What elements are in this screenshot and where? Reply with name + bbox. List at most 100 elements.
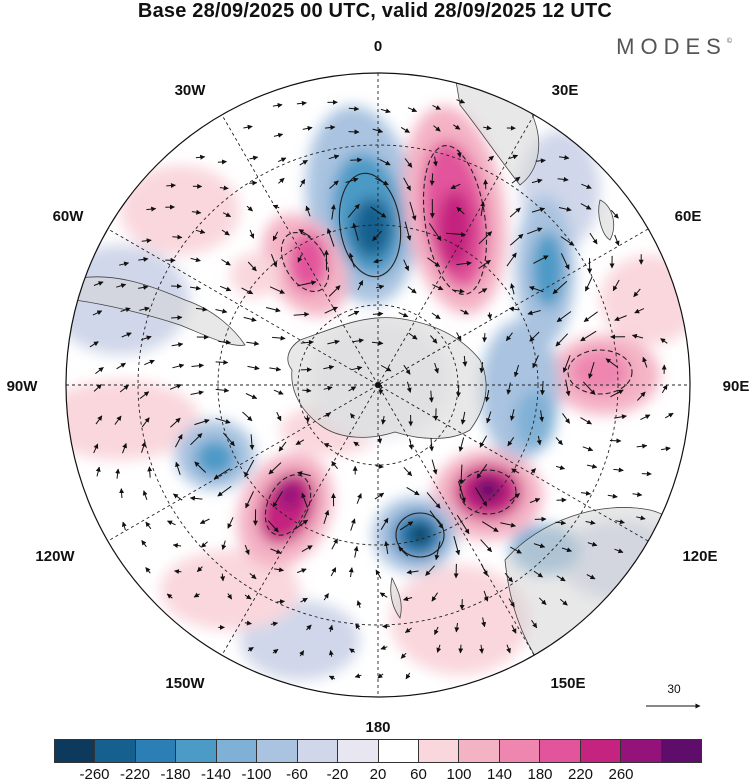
wind-arrow [221,540,227,550]
wind-arrow [249,229,255,239]
wind-arrow [377,673,384,679]
wind-arrow [348,252,355,268]
wind-arrow [370,206,387,218]
wind-arrow [660,338,668,344]
wind-arrow [582,446,594,452]
wind-arrow [353,441,360,447]
lon-label-180: 180 [365,719,390,736]
wind-arrow [331,538,338,550]
wind-arrow [511,176,521,184]
wind-arrow [191,363,204,369]
colorbar-tick-label: -20 [326,766,349,783]
wind-arrow [245,491,254,509]
wind-arrow [378,385,384,395]
wind-arrow [403,466,413,477]
wind-arrow [478,259,491,269]
wind-arrow [403,259,409,272]
wind-arrow [559,598,568,606]
wind-arrow [247,365,260,371]
wind-arrow [562,413,571,424]
wind-arrow [328,675,336,681]
wind-arrow [323,364,335,370]
wind-arrow [429,173,435,186]
wind-arrow [169,384,182,390]
wind-arrow [194,418,210,426]
lon-label-60e: 60E [675,208,702,225]
wind-arrow [565,379,571,397]
colorbar-tick-label: 140 [486,766,513,783]
wind-arrow [193,592,200,598]
wind-arrow [268,462,282,475]
wind-arrow [301,492,308,508]
wind-arrow [324,125,336,130]
wind-arrow [330,567,337,577]
wind-arrow [434,362,439,374]
wind-arrow [380,415,386,425]
wind-arrow [272,231,279,242]
copyright-mark: © [726,38,732,45]
wind-arrow [215,387,230,393]
wind-arrow [295,439,305,446]
wind-arrow [293,311,310,317]
wind-arrow [532,355,539,369]
lon-label-30e: 30E [552,82,579,99]
wind-arrow [642,356,648,368]
wind-arrow [141,238,152,244]
wind-arrow [373,258,383,264]
colorbar-swatch [580,740,622,762]
wind-arrow [540,380,546,396]
wind-arrow [139,391,150,399]
wind-arrow [404,158,413,168]
wind-vectors [89,98,674,681]
wind-arrow [116,283,127,289]
wind-arrow [456,332,462,342]
wind-arrow [504,572,513,583]
wind-arrow [555,333,569,347]
wind-arrow [509,546,522,554]
colorbar-swatch [459,740,500,762]
wind-arrow [249,434,255,450]
wind-arrow [453,288,465,294]
wind-arrow [329,180,339,189]
wind-arrow [580,330,597,342]
wind-arrow [326,228,335,247]
wind-arrow [610,389,624,398]
wind-arrow [605,358,619,368]
wind-arrow [379,158,391,166]
wind-arrow [454,622,460,633]
lon-label-90w: 90W [7,378,39,395]
wind-arrow [612,279,620,292]
wind-arrow [174,434,183,448]
wind-arrow [244,594,252,600]
wind-arrow [299,650,305,657]
wind-arrow [509,493,520,502]
wind-arrow [323,385,333,391]
wind-arrow [172,543,182,549]
wind-arrow [170,417,181,428]
wind-arrow [403,596,413,602]
wind-arrow [478,231,493,245]
wind-arrow [640,414,651,421]
wind-arrow [406,486,420,496]
wind-arrow [190,390,204,396]
map-border [65,72,691,698]
wind-arrow [145,521,152,530]
wind-arrow [375,569,382,579]
colorbar-swatch [338,740,379,762]
wind-arrow [556,311,572,323]
wind-arrow [356,493,362,504]
wind-arrow [272,204,280,210]
wind-arrow [190,285,201,291]
wind-arrow [560,253,570,270]
wind-arrow [407,107,418,112]
wind-arrow [172,234,183,240]
wind-arrow [350,413,356,419]
wind-arrow [453,535,461,556]
wind-arrow [607,493,618,499]
wind-arrow [533,570,544,578]
wind-arrow [352,222,359,241]
wind-arrow [511,468,520,474]
wind-arrow [636,443,648,449]
wind-arrow [199,518,210,524]
wind-arrow [297,568,307,574]
